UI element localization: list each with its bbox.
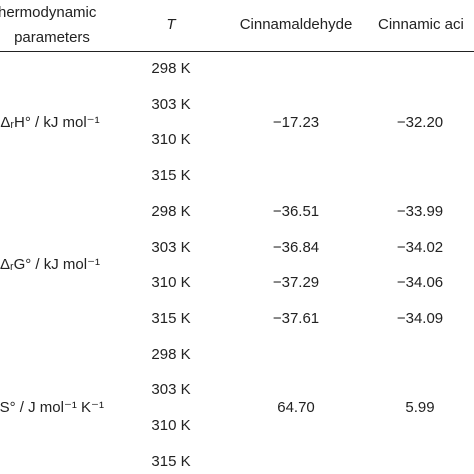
cell-col2: −33.99	[396, 202, 444, 220]
header-col2: Cinnamic aci	[378, 16, 464, 33]
temperature: 310 K	[151, 131, 191, 149]
row-label: ΔᵣH° / kJ mol⁻¹	[0, 113, 100, 131]
cell-col1: −36.84	[272, 238, 320, 256]
row-label: ᵣS° / J mol⁻¹ K⁻¹	[0, 399, 104, 417]
cell-col1: −17.23	[272, 113, 320, 131]
header-col1: Cinnamaldehyde	[239, 16, 353, 33]
temperature: 298 K	[151, 345, 191, 363]
temperature: 315 K	[151, 309, 191, 327]
cell-col2: −34.06	[396, 274, 444, 292]
header-temperature: T	[166, 16, 176, 33]
temperature: 310 K	[151, 417, 191, 434]
temperature: 303 K	[151, 95, 191, 113]
cell-col2: −34.02	[396, 238, 444, 256]
temperature: 298 K	[151, 60, 191, 77]
temperature: 315 K	[151, 452, 191, 470]
temperature: 303 K	[151, 238, 191, 256]
temperature: 298 K	[151, 202, 191, 220]
cell-col2: −32.20	[396, 113, 444, 131]
header-parameter: parameters	[14, 29, 90, 46]
cell-col1: −37.29	[272, 274, 320, 292]
cell-col1: 64.70	[277, 399, 315, 417]
cell-col2: −34.09	[396, 309, 444, 327]
temperature: 303 K	[151, 381, 191, 399]
row-label: ΔᵣG° / kJ mol⁻¹	[0, 256, 101, 274]
cell-col1: −37.61	[272, 309, 320, 327]
cell-col1: −36.51	[272, 202, 320, 220]
header-parameter: hermodynamic	[0, 4, 97, 21]
cell-col2: 5.99	[405, 399, 435, 417]
temperature: 315 K	[151, 167, 191, 185]
header-rule	[0, 51, 474, 52]
temperature: 310 K	[151, 274, 191, 292]
